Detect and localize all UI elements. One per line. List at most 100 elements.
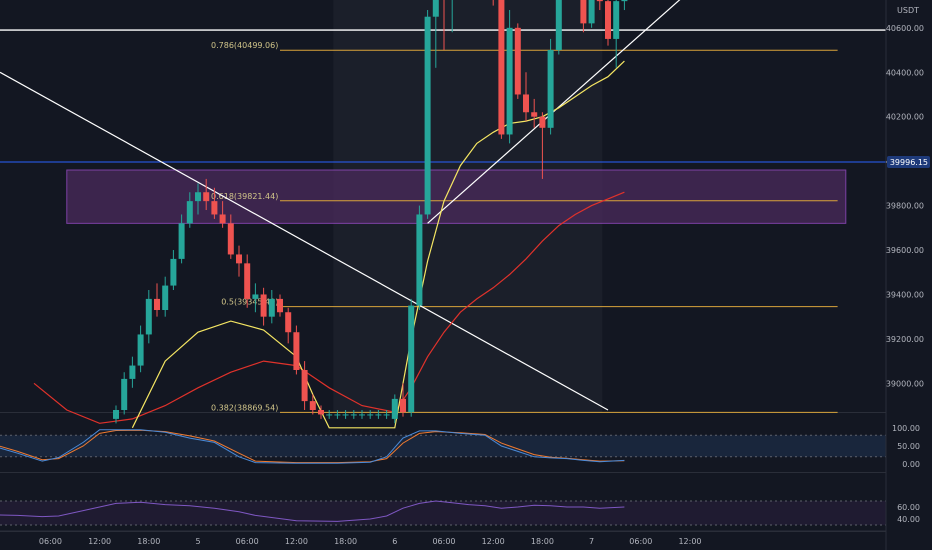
candle [367,410,374,419]
candle [236,245,242,277]
candle-body [277,298,283,313]
candle-body [252,294,259,299]
candle-body [416,214,423,306]
candle [129,356,136,388]
candle-body [178,223,185,259]
level-price-label: 39996.15 [890,158,928,167]
candle [383,410,390,419]
candle-body [383,414,390,416]
candle [613,0,620,68]
candle-body [350,414,357,416]
rsi-band [0,501,886,525]
candle-body [186,201,193,224]
ascending-trendline [427,0,681,224]
candle [424,10,431,219]
candle-body [621,0,628,2]
candle-body [145,298,152,335]
candle-body [129,365,136,379]
candle [293,325,300,375]
candle-body [211,201,218,215]
candle-body [219,214,226,224]
candle [145,290,152,344]
stoch-tick: 50.00 [897,442,920,451]
time-tick: 06:00 [629,537,652,546]
candle [154,283,160,317]
candle [588,0,595,28]
candle-body [260,294,267,317]
time-tick: 12:00 [88,537,111,546]
candle [326,410,333,419]
candle-body [514,27,521,95]
candle [285,307,292,344]
candle-body [596,0,603,2]
time-tick: 06:00 [236,537,259,546]
stoch-tick: 0.00 [902,460,920,469]
candle-body [293,332,300,371]
price-tick: 40400.00 [886,68,924,77]
candle-body [162,285,169,311]
candle [113,405,119,424]
candles-layer [113,0,628,424]
time-tick: 18:00 [334,537,357,546]
candle [498,0,505,139]
fib-label: 0.786(40499.06) [211,41,278,50]
candle-body [121,378,128,410]
candle [219,201,226,228]
time-tick: 6 [392,537,397,546]
candle [203,178,210,211]
candle [359,410,365,419]
price-tick: 39400.00 [886,290,924,299]
candle [301,361,308,410]
candle [227,214,234,259]
candle-body [391,398,398,419]
time-tick: 12:00 [678,537,701,546]
candle-body [154,298,160,311]
candle [432,0,439,68]
candle-body [580,0,587,24]
stoch-band [0,435,886,457]
time-tick: 7 [589,537,594,546]
rsi-line [0,500,625,522]
candle-body [498,0,505,135]
fib-label: 0.382(38869.54) [211,403,278,412]
support-zone [66,169,847,224]
descending-trendline [0,71,609,411]
price-tick: 39800.00 [886,202,924,211]
price-axis [886,0,932,550]
pane-separator [0,472,886,473]
candle [523,72,529,122]
candle-body [408,305,415,413]
fib-label: 0.618(39821.44) [211,192,278,201]
candle-body [203,192,210,202]
candle [260,287,267,326]
candle [121,372,128,415]
candle [268,290,275,324]
candle-body [309,401,316,410]
candle [334,410,341,419]
candle [318,405,324,419]
candle [580,0,587,33]
time-tick: 18:00 [531,537,554,546]
candle [186,192,193,228]
price-tick: 39600.00 [886,246,924,255]
drawings-layer: 1(41362.22)0.786(40499.06)0.618(39821.44… [0,0,886,429]
price-tick: 39000.00 [886,379,924,388]
candle [277,294,283,317]
candle [162,276,169,317]
time-tick: 18:00 [137,537,160,546]
candle [555,0,562,55]
rsi-tick: 40.00 [897,515,920,524]
candle-body [359,414,365,416]
candle [514,23,521,99]
candle [539,112,546,179]
currency-label: USDT [897,6,919,15]
candle [621,0,628,11]
rsi-tick: 60.00 [897,503,920,512]
candle-body [605,1,611,39]
candle-body [342,414,349,416]
candle-body [547,50,554,128]
yellow-moving-average [131,60,625,429]
candle [400,383,406,417]
